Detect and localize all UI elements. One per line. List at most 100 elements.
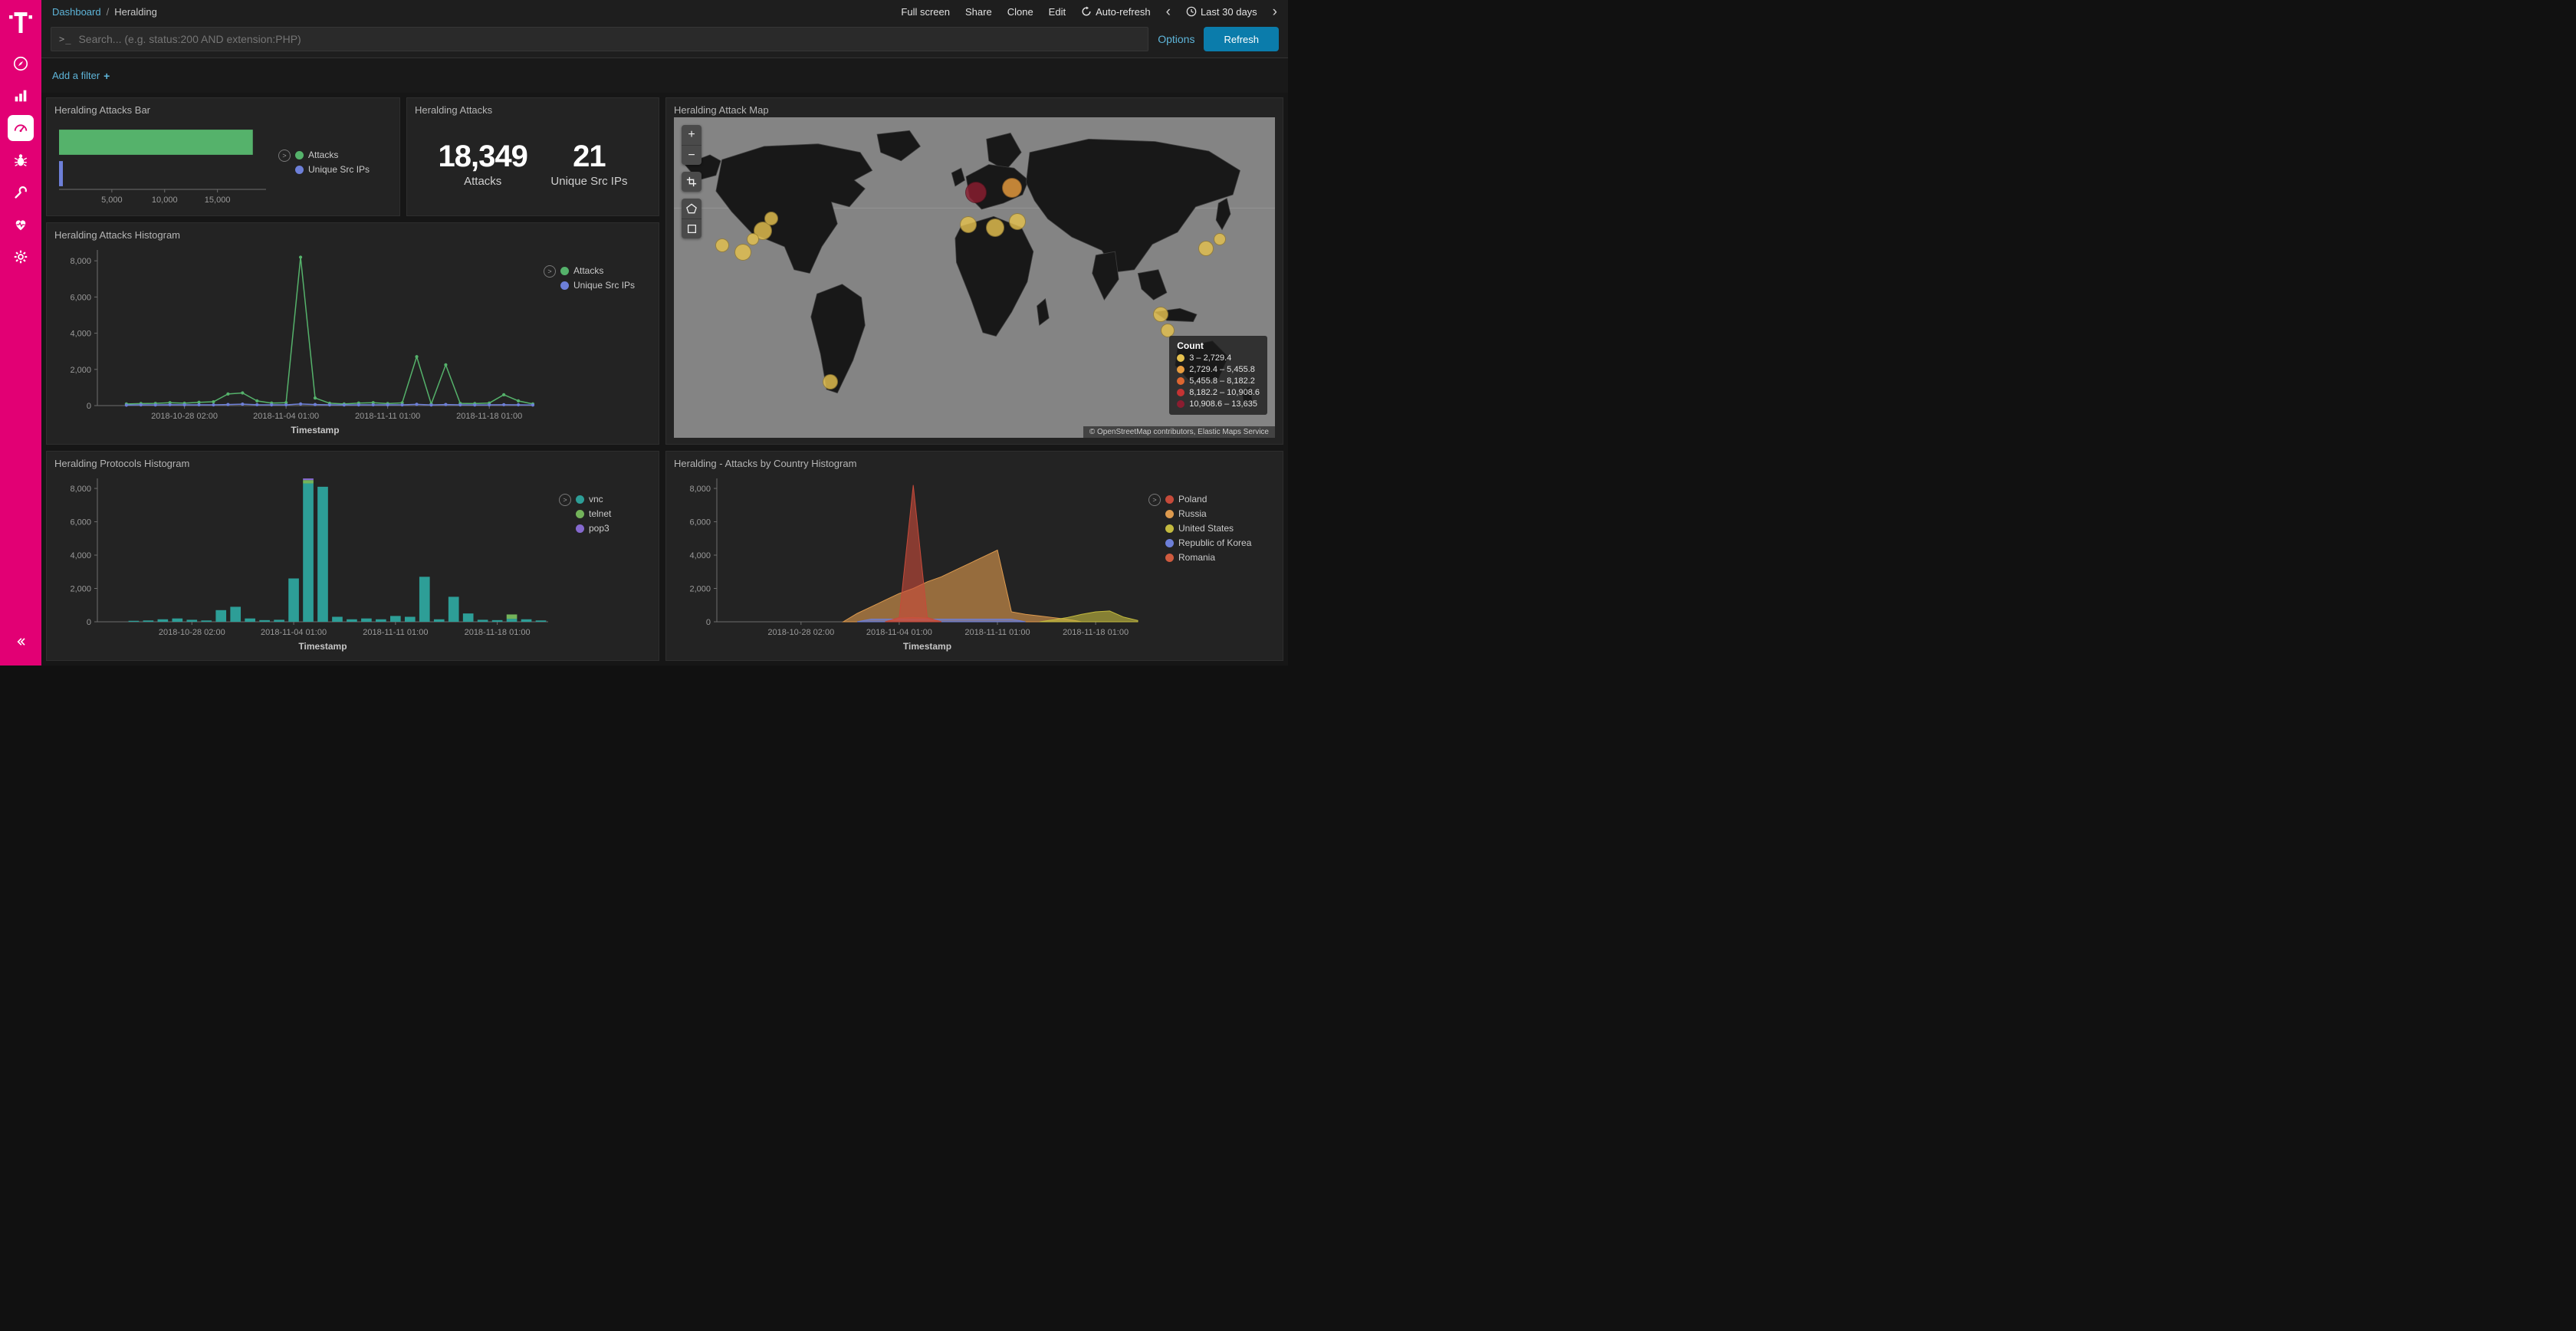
legend-item-telnet[interactable]: telnet [576,508,611,519]
telekom-logo[interactable] [9,9,32,35]
auto-refresh-button[interactable]: Auto-refresh [1081,6,1151,18]
heartbeat-icon [15,220,26,231]
legend-toggle-icon[interactable]: > [278,150,291,162]
panel-title: Heralding Protocols Histogram [54,458,190,469]
svg-text:2,000: 2,000 [70,585,91,594]
query-bar: >_ Options Refresh [41,23,1288,58]
full-screen-button[interactable]: Full screen [901,5,950,18]
legend-item-attacks[interactable]: Attacks [295,150,370,160]
edit-button[interactable]: Edit [1048,5,1066,18]
svg-text:6,000: 6,000 [70,518,91,527]
refresh-button[interactable]: Refresh [1204,27,1279,51]
svg-text:2018-11-11 01:00: 2018-11-11 01:00 [964,628,1030,637]
map-legend-row: 10,908.6 – 13,635 [1177,399,1260,409]
svg-text:2018-10-28 02:00: 2018-10-28 02:00 [151,412,218,421]
legend-swatch [1165,495,1174,504]
panel-attacks-metric: Heralding Attacks 18,349 Attacks 21 Uniq… [406,97,659,216]
legend-item-poland[interactable]: Poland [1165,494,1251,504]
svg-text:0: 0 [706,618,711,627]
svg-text:Timestamp: Timestamp [298,641,347,652]
map-zoom-in-button[interactable]: + [682,125,702,145]
active-item-background [8,115,34,141]
legend-column: > Poland Russia United States Republic of K… [1148,471,1275,654]
svg-text:2018-11-04 01:00: 2018-11-04 01:00 [261,628,327,637]
legend-item-pop3[interactable]: pop3 [576,523,611,534]
legend-item-romania[interactable]: Romania [1165,552,1251,563]
sidebar-collapse-button[interactable] [0,626,41,658]
add-filter-link[interactable]: Add a filter + [52,70,110,82]
sidebar-item-devtools[interactable] [0,176,41,209]
svg-text:Timestamp: Timestamp [291,425,339,435]
map-zoom-out-button[interactable]: − [682,145,702,165]
legend-item-unique-src-ips[interactable]: Unique Src IPs [295,164,370,175]
svg-text:0: 0 [87,618,91,627]
attack-location-marker [715,238,729,253]
map-legend-row: 2,729.4 – 5,455.8 [1177,365,1260,374]
legend-label: Poland [1178,494,1208,504]
attack-location-marker [1213,232,1226,245]
legend-label: vnc [589,494,603,504]
map-fit-data-button[interactable] [682,172,702,192]
attack-location-marker [822,373,838,389]
svg-text:2018-10-28 02:00: 2018-10-28 02:00 [767,628,834,637]
sidebar-item-tpot[interactable] [0,144,41,176]
map-rectangle-tool-button[interactable] [682,219,702,238]
minus-icon: − [688,148,695,162]
map-canvas[interactable]: + − [674,117,1275,438]
time-range-forward-button[interactable]: › [1272,3,1277,20]
legend-item-republic-of-korea[interactable]: Republic of Korea [1165,537,1251,548]
legend-item-attacks[interactable]: Attacks [560,265,635,276]
map-polygon-tool-button[interactable] [682,199,702,219]
breadcrumb-dashboard-link[interactable]: Dashboard [52,5,101,18]
legend-swatch [295,150,304,159]
legend-toggle-icon[interactable]: > [559,494,571,506]
legend-swatch [1165,553,1174,562]
svg-text:4,000: 4,000 [70,330,91,339]
map-legend-label: 10,908.6 – 13,635 [1189,399,1257,409]
auto-refresh-label: Auto-refresh [1096,5,1151,18]
legend-column: > Attacks Unique Src IPs [544,242,651,438]
compass-icon [13,56,28,71]
bug-icon [14,154,28,166]
map-legend-label: 3 – 2,729.4 [1189,353,1232,363]
legend-swatch [1165,524,1174,533]
chart-legend: Poland Russia United States Republic of Kor… [1165,494,1251,563]
sidebar-item-discover[interactable] [0,48,41,80]
clone-button[interactable]: Clone [1007,5,1033,18]
bar-chart-icon [15,90,27,102]
refresh-arrow-icon [1082,6,1091,16]
sidebar-item-monitoring[interactable] [0,209,41,241]
time-picker-button[interactable]: Last 30 days [1186,6,1257,18]
legend-item-vnc[interactable]: vnc [576,494,611,504]
svg-text:2,000: 2,000 [689,585,711,594]
options-link[interactable]: Options [1158,33,1195,45]
attack-location-marker [1009,212,1027,230]
legend-item-united-states[interactable]: United States [1165,523,1251,534]
share-button[interactable]: Share [965,5,992,18]
legend-label: Russia [1178,508,1207,519]
time-range-back-button[interactable]: ‹ [1165,3,1171,20]
metric-attacks: 18,349 Attacks [439,140,528,188]
crop-icon [686,176,697,187]
map-legend-label: 5,455.8 – 8,182.2 [1189,376,1255,386]
legend-toggle-icon[interactable]: > [1148,494,1161,506]
map-attribution: © OpenStreetMap contributors, Elastic Ma… [1083,426,1275,438]
legend-item-unique-src-ips[interactable]: Unique Src IPs [560,280,635,291]
sidebar-item-visualize[interactable] [0,80,41,112]
map-legend-swatch [1177,400,1185,408]
search-input[interactable] [78,33,1141,45]
svg-text:2,000: 2,000 [70,366,91,375]
attacks-bar-chart: 5,000 10,000 15,000 [54,117,278,209]
panel-attacks-bar: Heralding Attacks Bar 5,000 10,000 15,000 … [46,97,400,216]
map-legend-row: 5,455.8 – 8,182.2 [1177,376,1260,386]
map-legend-row: 8,182.2 – 10,908.6 [1177,388,1260,397]
map-legend-swatch [1177,354,1185,362]
legend-toggle-icon[interactable]: > [544,265,556,278]
breadcrumb-current: Heralding [114,5,157,18]
legend-item-russia[interactable]: Russia [1165,508,1251,519]
sidebar-item-dashboard[interactable] [0,112,41,144]
svg-text:4,000: 4,000 [70,551,91,560]
sidebar-item-management[interactable] [0,241,41,273]
dashboard-gauge-icon [14,124,28,133]
svg-text:10,000: 10,000 [152,196,178,205]
